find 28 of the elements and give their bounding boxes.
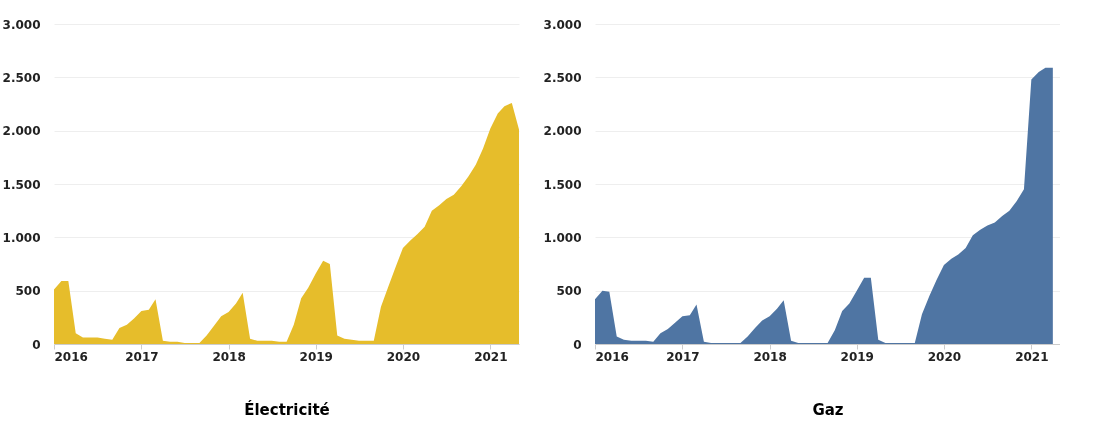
- x-tick-label: 2018: [212, 349, 246, 364]
- y-tick-label: 1.000: [543, 230, 582, 245]
- x-tick-label: 2018: [753, 349, 787, 364]
- x-tick-label: 2020: [927, 349, 962, 364]
- y-tick-label: 1.000: [2, 230, 41, 245]
- x-tick-label: 2016: [595, 349, 629, 364]
- y-tick-label: 0: [573, 337, 582, 352]
- y-tick-label: 2.500: [543, 70, 582, 85]
- x-tick-label: 2017: [125, 349, 159, 364]
- y-tick-label: 500: [556, 284, 582, 299]
- y-tick-label: 2.000: [2, 124, 41, 139]
- x-axis-title: Électricité: [244, 399, 330, 419]
- x-tick-label: 2020: [386, 349, 421, 364]
- y-tick-label: 0: [32, 337, 41, 352]
- x-tick-label: 2019: [840, 349, 874, 364]
- y-tick-label: 1.500: [2, 177, 41, 192]
- x-tick-label: 2017: [666, 349, 700, 364]
- y-tick-label: 3.000: [543, 17, 582, 32]
- x-tick-label: 2016: [54, 349, 88, 364]
- y-tick-label: 500: [15, 284, 41, 299]
- y-tick-label: 3.000: [2, 17, 41, 32]
- x-tick-label: 2019: [299, 349, 333, 364]
- x-tick-label: 2021: [1015, 349, 1049, 364]
- y-tick-label: 2.500: [2, 70, 41, 85]
- x-tick-label: 2021: [474, 349, 508, 364]
- y-tick-label: 1.500: [543, 177, 582, 192]
- x-axis-title: Gaz: [812, 400, 844, 419]
- y-tick-label: 2.000: [543, 124, 582, 139]
